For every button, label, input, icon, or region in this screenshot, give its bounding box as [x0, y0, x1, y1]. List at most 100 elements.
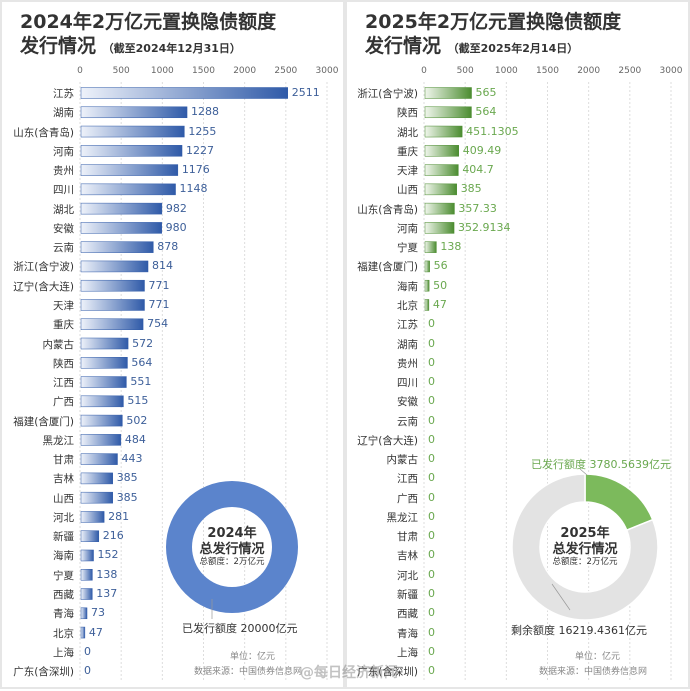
- unit-label: 单位：亿元: [575, 652, 621, 662]
- category-label: 宁夏: [397, 242, 418, 255]
- donut-title: 总发行情况: [199, 542, 265, 557]
- bar: [80, 453, 118, 465]
- category-label: 陕西: [53, 357, 74, 370]
- source-label: 数据来源：中国债券信息网: [194, 667, 303, 677]
- chart-svg: [423, 82, 672, 680]
- data-label: 572: [132, 336, 154, 350]
- category-label: 海南: [397, 280, 418, 293]
- category-label: 新疆: [397, 589, 418, 602]
- category-label: 广东(含深圳): [357, 666, 418, 679]
- data-label: 137: [96, 587, 118, 601]
- category-label: 江苏: [397, 319, 418, 332]
- chart-panel-2024: 2024年2万亿元置换隐债额度 发行情况 （截至2024年12月31日） 0 500…: [0, 0, 345, 689]
- x-tick-label: 500: [456, 66, 474, 76]
- donut-slice: [166, 481, 298, 613]
- bar: [424, 164, 459, 176]
- data-label: 385: [116, 490, 138, 504]
- data-label: 1288: [191, 105, 220, 119]
- chart-panel-2025: 2025年2万亿元置换隐债额度 发行情况 （截至2025年2月14日） 0 500 1…: [345, 0, 690, 689]
- x-tick-label: 1500: [192, 66, 215, 76]
- category-label: 甘肃: [53, 454, 74, 467]
- data-label: 73: [91, 606, 105, 620]
- data-label: 564: [475, 105, 497, 119]
- category-label: 重庆: [53, 319, 74, 332]
- bar: [80, 145, 183, 157]
- data-label: 47: [432, 297, 447, 311]
- bar: [424, 145, 459, 157]
- category-label: 北京: [53, 627, 74, 640]
- category-label: 吉林: [53, 473, 74, 486]
- category-label: 湖南: [397, 338, 418, 351]
- data-label: 565: [475, 86, 497, 99]
- bar: [424, 87, 472, 99]
- data-label: 0: [428, 529, 435, 543]
- slice-label: 剩余额度 16219.4361亿元: [511, 624, 647, 637]
- data-label: 47: [88, 625, 103, 639]
- data-label: 357.33: [458, 201, 497, 215]
- unit-label: 单位：亿元: [230, 652, 276, 662]
- data-label: 0: [428, 567, 435, 581]
- category-label: 辽宁(含大连): [357, 434, 418, 447]
- category-label: 浙江(含宁波): [357, 88, 418, 100]
- bar: [80, 434, 122, 446]
- data-label: 771: [148, 278, 170, 292]
- category-label: 湖北: [397, 126, 418, 139]
- category-label: 四川: [397, 377, 418, 390]
- data-label: 138: [96, 567, 118, 581]
- category-label: 陕西: [397, 107, 418, 120]
- bar: [80, 376, 127, 388]
- category-label: 黑龙江: [42, 434, 75, 447]
- category-label: 新疆: [53, 531, 74, 544]
- category-label: 甘肃: [397, 531, 418, 544]
- x-tick-label: 500: [112, 66, 130, 76]
- bar: [80, 626, 86, 639]
- data-label: 0: [428, 625, 435, 639]
- category-label: 贵州: [53, 165, 74, 178]
- data-label: 0: [428, 432, 435, 446]
- category-label: 上海: [397, 646, 418, 659]
- data-label: 0: [428, 355, 435, 369]
- bar: [80, 588, 93, 600]
- bar: [80, 260, 149, 273]
- data-label: 50: [433, 278, 448, 292]
- data-label: 754: [147, 317, 169, 331]
- slice-label: 已发行额度 20000亿元: [182, 622, 298, 635]
- category-label: 江苏: [53, 88, 74, 100]
- category-label: 安徽: [397, 396, 418, 409]
- data-label: 443: [121, 452, 143, 466]
- x-tick-label: 2500: [618, 66, 642, 76]
- category-label: 天津: [397, 165, 418, 178]
- category-label: 山东(含青岛): [13, 126, 74, 139]
- bar: [424, 260, 430, 273]
- category-label: 福建(含厦门): [13, 415, 74, 428]
- bar: [80, 395, 124, 408]
- x-tick-label: 0: [77, 66, 83, 76]
- data-label: 0: [428, 452, 435, 466]
- chart-svg: [79, 82, 328, 680]
- data-label: 352.9134: [458, 220, 511, 234]
- category-label: 湖北: [53, 203, 74, 216]
- donut-total-label: 总额度：2万亿元: [552, 557, 618, 567]
- data-label: 982: [165, 201, 187, 215]
- data-label: 385: [460, 182, 482, 196]
- bar: [80, 183, 176, 196]
- data-label: 0: [428, 548, 435, 562]
- bar: [424, 202, 455, 215]
- bar: [80, 164, 179, 176]
- category-label: 青海: [397, 627, 418, 640]
- slice-label: 已发行额度 3780.5639亿元: [531, 458, 671, 471]
- bar: [424, 106, 472, 119]
- bar: [80, 318, 144, 330]
- data-label: 0: [428, 490, 435, 504]
- data-label: 2511: [291, 86, 320, 99]
- data-label: 0: [428, 509, 435, 523]
- data-label: 281: [108, 509, 130, 523]
- category-label: 黑龙江: [386, 511, 419, 524]
- category-label: 广西: [53, 396, 74, 409]
- chart-title: 2024年2万亿元置换隐债额度 发行情况 （截至2024年12月31日）: [20, 11, 277, 57]
- category-label: 四川: [53, 184, 74, 197]
- data-label: 878: [157, 240, 179, 254]
- data-label: 0: [428, 375, 435, 389]
- category-label: 广东(含深圳): [13, 666, 74, 679]
- data-label: 0: [428, 471, 435, 485]
